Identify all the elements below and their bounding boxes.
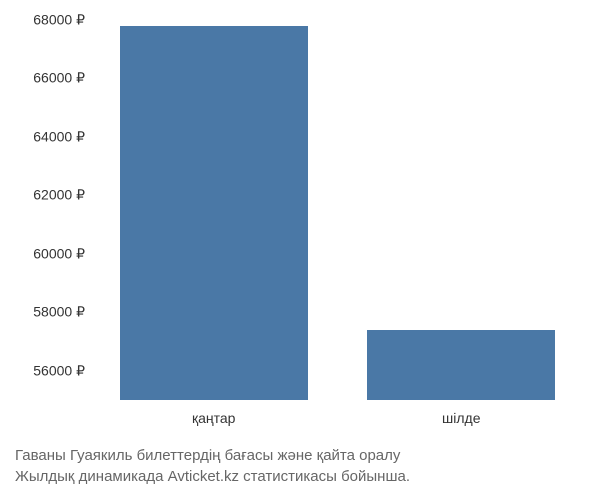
- bar-0: [120, 26, 308, 400]
- plot-area: [90, 20, 585, 400]
- x-axis-label-0: қаңтар: [164, 410, 264, 426]
- bar-1: [367, 330, 555, 400]
- y-axis-tick-label: 62000 ₽: [10, 187, 85, 204]
- y-axis-tick-label: 58000 ₽: [10, 304, 85, 321]
- y-axis-tick-label: 64000 ₽: [10, 128, 85, 145]
- y-axis-tick-label: 60000 ₽: [10, 245, 85, 262]
- price-chart: Гаваны Гуаякиль билеттердің бағасы және …: [0, 0, 600, 500]
- y-axis-tick-label: 66000 ₽: [10, 70, 85, 87]
- y-axis-tick-label: 56000 ₽: [10, 362, 85, 379]
- caption-line-1: Гаваны Гуаякиль билеттердің бағасы және …: [15, 445, 410, 466]
- caption-line-2: Жылдық динамикада Avticket.kz статистика…: [15, 466, 410, 487]
- chart-caption: Гаваны Гуаякиль билеттердің бағасы және …: [15, 445, 410, 487]
- x-axis-label-1: шілде: [411, 410, 511, 426]
- y-axis-tick-label: 68000 ₽: [10, 12, 85, 29]
